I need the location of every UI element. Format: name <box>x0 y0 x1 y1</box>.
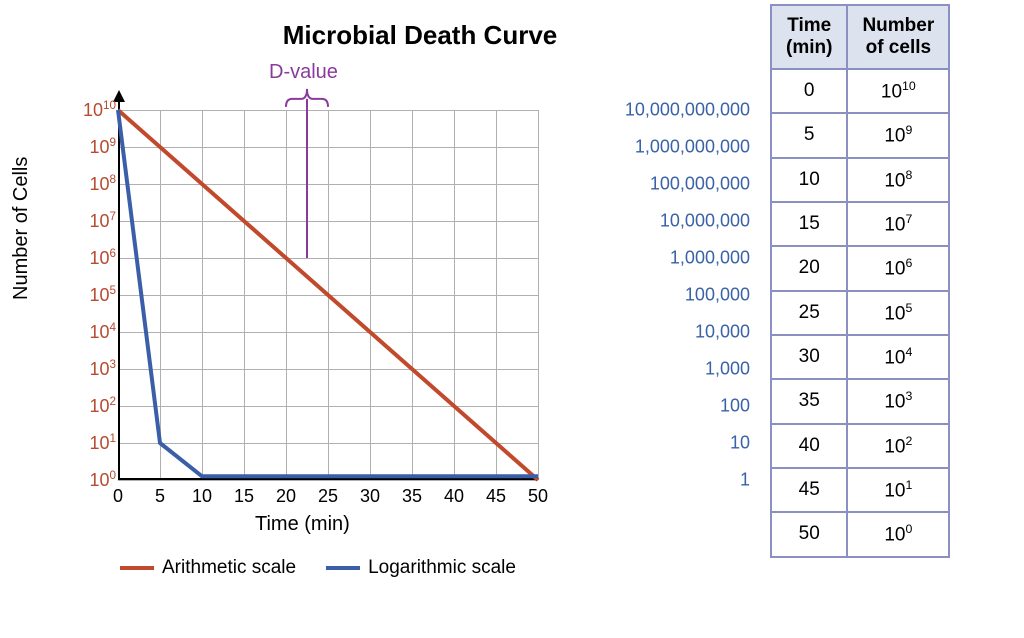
table-row: 25105 <box>771 291 949 335</box>
d-value-bracket <box>286 89 328 258</box>
cell-time: 20 <box>771 246 847 290</box>
x-tick: 10 <box>192 486 212 507</box>
cell-count: 1010 <box>847 69 949 113</box>
y-tick-right: 10,000 <box>550 322 750 343</box>
cell-time: 15 <box>771 202 847 246</box>
chart-title: Microbial Death Curve <box>90 20 750 51</box>
y-tick-left: 103 <box>72 358 116 380</box>
y-tick-right: 100 <box>550 396 750 417</box>
x-tick: 50 <box>528 486 548 507</box>
x-tick: 25 <box>318 486 338 507</box>
table-row: 50100 <box>771 512 949 556</box>
table-header-time: Time(min) <box>771 5 847 69</box>
y-tick-left: 107 <box>72 210 116 232</box>
grid-v <box>538 110 539 480</box>
cell-count: 108 <box>847 158 949 202</box>
cell-count: 107 <box>847 202 949 246</box>
y-tick-left: 102 <box>72 395 116 417</box>
y-tick-right: 10 <box>550 433 750 454</box>
grid-h <box>118 480 538 481</box>
cell-time: 35 <box>771 379 847 423</box>
table-row: 45101 <box>771 468 949 512</box>
y-tick-right: 1,000,000,000 <box>550 137 750 158</box>
cell-time: 0 <box>771 69 847 113</box>
x-tick: 30 <box>360 486 380 507</box>
y-tick-left: 1010 <box>72 99 116 121</box>
x-tick: 15 <box>234 486 254 507</box>
plot-area: D-value 10101091081071061051041031021011… <box>118 110 538 480</box>
cell-count: 106 <box>847 246 949 290</box>
cell-time: 10 <box>771 158 847 202</box>
cell-time: 50 <box>771 512 847 556</box>
cell-count: 102 <box>847 424 949 468</box>
legend: Arithmetic scale Logarithmic scale <box>120 557 516 579</box>
d-value-label: D-value <box>269 61 338 84</box>
y-tick-left: 105 <box>72 284 116 306</box>
legend-swatch <box>120 566 154 570</box>
table-row: 01010 <box>771 69 949 113</box>
cell-count: 103 <box>847 379 949 423</box>
x-tick: 0 <box>113 486 123 507</box>
cell-time: 40 <box>771 424 847 468</box>
y-tick-left: 109 <box>72 136 116 158</box>
y-tick-left: 104 <box>72 321 116 343</box>
y-tick-left: 106 <box>72 247 116 269</box>
cell-count: 100 <box>847 512 949 556</box>
cell-time: 45 <box>771 468 847 512</box>
page: Microbial Death Curve Number of Cells Ti… <box>0 0 1024 638</box>
x-tick: 20 <box>276 486 296 507</box>
table-row: 35103 <box>771 379 949 423</box>
legend-swatch <box>326 566 360 570</box>
legend-item: Arithmetic scale <box>120 557 296 579</box>
cell-time: 25 <box>771 291 847 335</box>
cell-count: 105 <box>847 291 949 335</box>
y-tick-right: 1,000 <box>550 359 750 380</box>
legend-item: Logarithmic scale <box>326 557 516 579</box>
legend-label: Logarithmic scale <box>368 557 516 578</box>
table-row: 30104 <box>771 335 949 379</box>
y-tick-right: 100,000 <box>550 285 750 306</box>
y-tick-right: 1,000,000 <box>550 248 750 269</box>
chart-lines <box>118 110 538 480</box>
x-tick: 5 <box>155 486 165 507</box>
y-tick-left: 100 <box>72 469 116 491</box>
y-tick-left: 108 <box>72 173 116 195</box>
chart-container: Microbial Death Curve Number of Cells Ti… <box>10 10 750 630</box>
x-tick: 45 <box>486 486 506 507</box>
data-table: Time(min) Numberof cells 010105109101081… <box>770 4 950 558</box>
cell-count: 109 <box>847 113 949 157</box>
x-tick: 40 <box>444 486 464 507</box>
series-line <box>118 110 538 480</box>
cell-time: 5 <box>771 113 847 157</box>
cell-count: 104 <box>847 335 949 379</box>
y-tick-right: 1 <box>550 470 750 491</box>
table-row: 20106 <box>771 246 949 290</box>
table-row: 10108 <box>771 158 949 202</box>
table-header-cells: Numberof cells <box>847 5 949 69</box>
table-row: 15107 <box>771 202 949 246</box>
table-row: 40102 <box>771 424 949 468</box>
legend-label: Arithmetic scale <box>162 557 296 578</box>
data-table-container: Time(min) Numberof cells 010105109101081… <box>770 4 950 558</box>
y-tick-right: 100,000,000 <box>550 174 750 195</box>
x-axis-label: Time (min) <box>255 513 350 536</box>
table-row: 5109 <box>771 113 949 157</box>
y-tick-right: 10,000,000 <box>550 211 750 232</box>
cell-count: 101 <box>847 468 949 512</box>
y-axis-label: Number of Cells <box>10 157 33 300</box>
y-tick-left: 101 <box>72 432 116 454</box>
y-tick-right: 10,000,000,000 <box>550 100 750 121</box>
x-tick: 35 <box>402 486 422 507</box>
cell-time: 30 <box>771 335 847 379</box>
